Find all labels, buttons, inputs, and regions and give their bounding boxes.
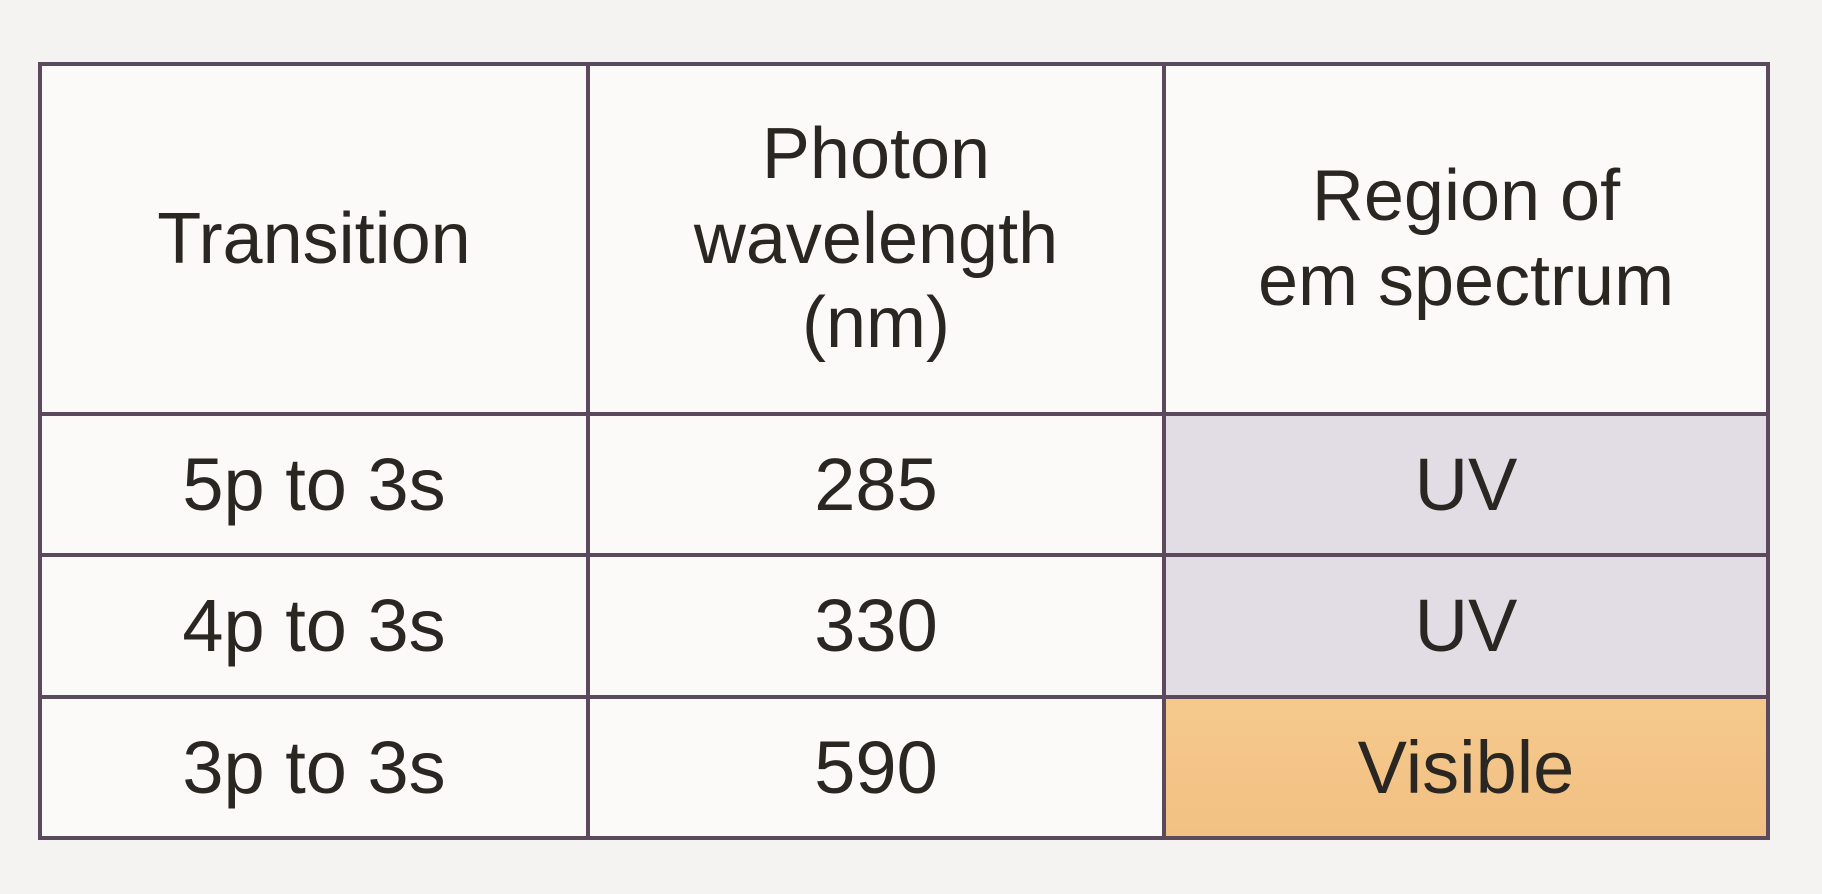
header-region: Region of em spectrum <box>1162 62 1770 416</box>
cell-transition: 3p to 3s <box>38 694 590 841</box>
cell-wavelength: 590 <box>586 694 1166 841</box>
cell-wavelength: 330 <box>586 553 1166 699</box>
table-header-row: Transition Photon wavelength (nm) Region… <box>38 62 1770 416</box>
cell-region-uv: UV <box>1162 411 1770 558</box>
header-line: Transition <box>157 198 471 279</box>
header-line: em spectrum <box>1257 241 1675 321</box>
header-transition: Transition <box>38 62 590 416</box>
cell-transition: 4p to 3s <box>38 553 590 699</box>
cell-transition: 5p to 3s <box>38 411 590 558</box>
cell-region-visible: Visible <box>1162 694 1770 841</box>
cell-wavelength: 285 <box>586 411 1166 558</box>
header-photon-wavelength: Photon wavelength (nm) <box>586 62 1166 416</box>
table-row: 3p to 3s 590 Visible <box>38 694 1770 841</box>
cell-region-uv: UV <box>1162 553 1770 699</box>
header-line: Region of <box>1311 156 1621 237</box>
header-line: (nm) <box>802 283 950 364</box>
header-line: wavelength <box>693 198 1059 279</box>
data-table-container: Transition Photon wavelength (nm) Region… <box>38 62 1770 841</box>
header-line: Photon <box>761 113 991 194</box>
table-row: 5p to 3s 285 UV <box>38 411 1770 558</box>
table-row: 4p to 3s 330 UV <box>38 553 1770 699</box>
transition-table: Transition Photon wavelength (nm) Region… <box>38 62 1770 841</box>
